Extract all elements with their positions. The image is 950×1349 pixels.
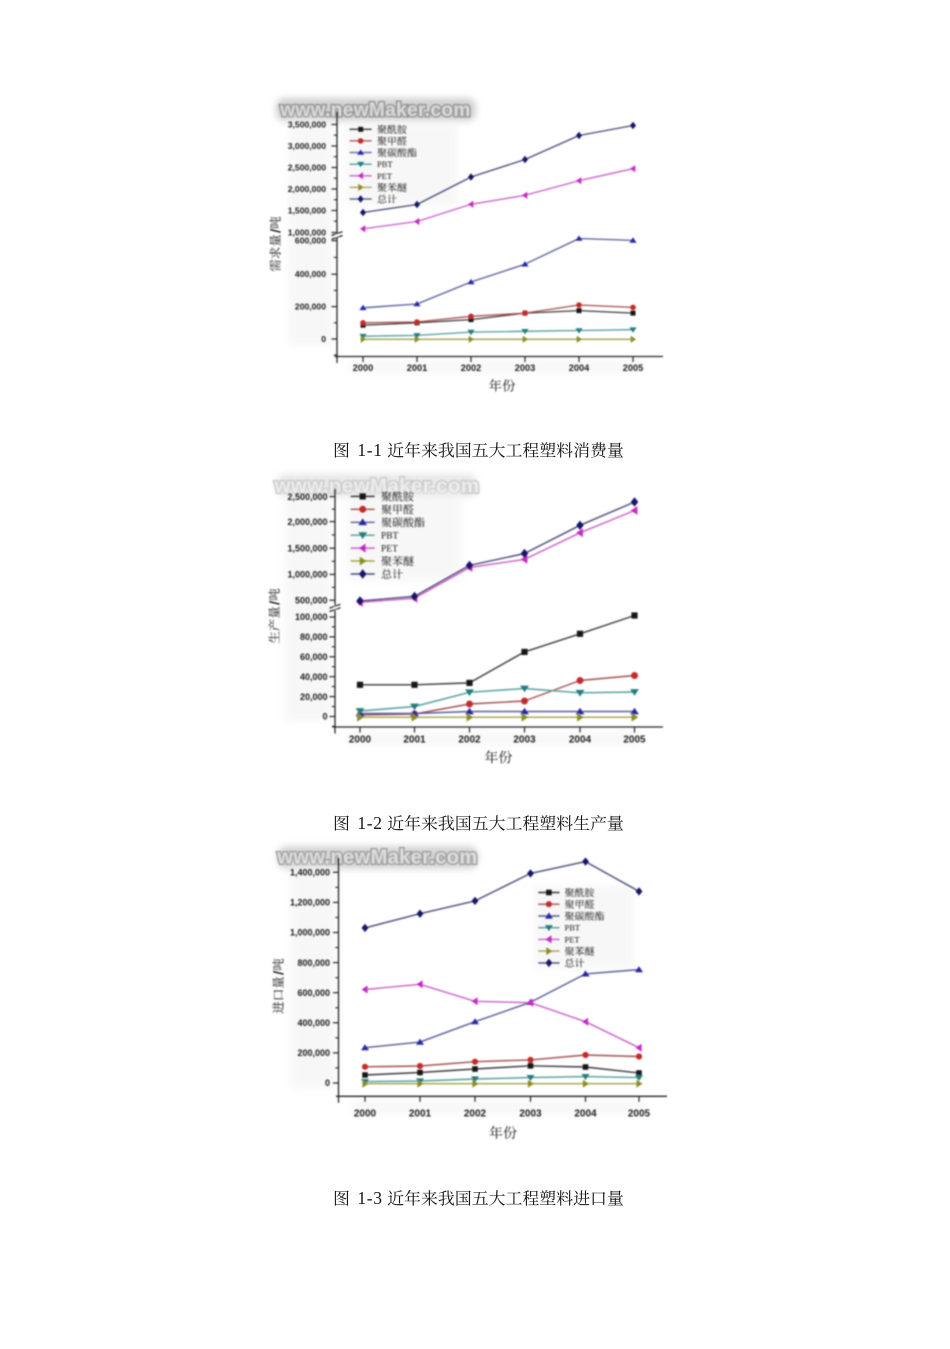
svg-text:2003: 2003 (519, 1109, 542, 1120)
svg-text:0: 0 (321, 334, 326, 344)
svg-text:2005: 2005 (623, 363, 643, 373)
svg-text:1,000,000: 1,000,000 (287, 570, 327, 580)
svg-text:2004: 2004 (574, 1109, 597, 1120)
svg-text:3,500,000: 3,500,000 (288, 120, 326, 130)
svg-text:0: 0 (322, 712, 327, 722)
svg-text:PET: PET (565, 934, 581, 944)
svg-text:1,000,000: 1,000,000 (290, 928, 330, 938)
svg-text:400,000: 400,000 (297, 1018, 330, 1028)
svg-text:2002: 2002 (464, 1109, 487, 1120)
svg-text:1,500,000: 1,500,000 (288, 206, 326, 216)
svg-text:2003: 2003 (513, 735, 536, 746)
svg-text:2,000,000: 2,000,000 (288, 184, 326, 194)
svg-text:60,000: 60,000 (300, 652, 328, 662)
svg-text:800,000: 800,000 (297, 958, 330, 968)
svg-text:2004: 2004 (569, 735, 592, 746)
svg-text:40,000: 40,000 (300, 672, 328, 682)
svg-text:1,000,000: 1,000,000 (288, 228, 326, 238)
svg-text:www.newMaker.com: www.newMaker.com (279, 100, 470, 121)
svg-text:600,000: 600,000 (297, 988, 330, 998)
svg-text:1-2: 1-2 (357, 813, 382, 833)
svg-text:1,200,000: 1,200,000 (290, 898, 330, 908)
svg-text:3,000,000: 3,000,000 (288, 141, 326, 151)
svg-text:2005: 2005 (628, 1109, 651, 1120)
svg-text:200,000: 200,000 (297, 1048, 330, 1058)
svg-text:www.newMaker.com: www.newMaker.com (279, 100, 470, 121)
svg-text:2005: 2005 (623, 735, 646, 746)
svg-text:2004: 2004 (569, 363, 590, 373)
svg-text:PBT: PBT (381, 532, 399, 542)
svg-text:80,000: 80,000 (300, 632, 328, 642)
svg-text:2,500,000: 2,500,000 (288, 163, 326, 173)
svg-text:2001: 2001 (409, 1109, 432, 1120)
svg-text:400,000: 400,000 (295, 269, 326, 279)
svg-text:PET: PET (381, 544, 398, 554)
svg-text:2002: 2002 (461, 363, 481, 373)
svg-text:600,000: 600,000 (295, 236, 326, 246)
svg-text:2000: 2000 (354, 1109, 377, 1120)
svg-text:20,000: 20,000 (300, 692, 328, 702)
svg-text:1-3: 1-3 (357, 1188, 382, 1208)
svg-text:2000: 2000 (349, 735, 372, 746)
svg-text:2001: 2001 (407, 363, 427, 373)
svg-text:www.newMaker.com: www.newMaker.com (276, 846, 477, 868)
svg-text:2000: 2000 (353, 363, 373, 373)
svg-text:1,500,000: 1,500,000 (287, 543, 327, 553)
svg-text:www.newMaker.com: www.newMaker.com (276, 846, 477, 868)
svg-text:PBT: PBT (377, 159, 393, 169)
svg-text:2002: 2002 (458, 735, 481, 746)
svg-text:1-1: 1-1 (357, 440, 382, 460)
svg-text:PBT: PBT (565, 923, 581, 933)
svg-text:200,000: 200,000 (295, 302, 326, 312)
svg-text:1,400,000: 1,400,000 (290, 867, 330, 877)
svg-text:2003: 2003 (515, 363, 535, 373)
svg-text:2001: 2001 (403, 735, 426, 746)
svg-text:2,000,000: 2,000,000 (287, 517, 327, 527)
svg-text:PET: PET (377, 171, 393, 181)
svg-text:2,500,000: 2,500,000 (287, 492, 327, 502)
svg-text:100,000: 100,000 (295, 612, 328, 622)
svg-text:500,000: 500,000 (295, 595, 328, 605)
svg-text:0: 0 (325, 1078, 330, 1088)
